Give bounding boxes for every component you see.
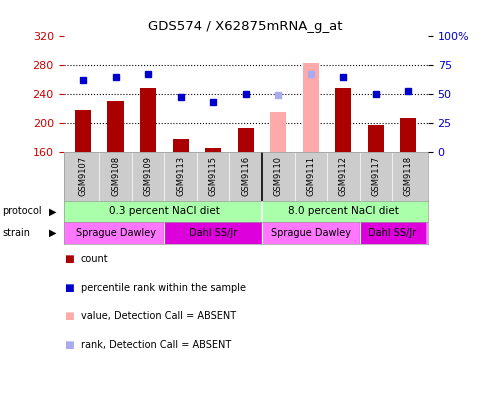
Text: ■: ■ — [63, 283, 73, 293]
Text: value, Detection Call = ABSENT: value, Detection Call = ABSENT — [81, 311, 235, 322]
Bar — [367, 125, 383, 152]
Bar — [334, 88, 351, 152]
Text: GSM9108: GSM9108 — [111, 156, 120, 196]
Text: GSM9112: GSM9112 — [338, 156, 347, 196]
Text: ■: ■ — [63, 340, 73, 350]
Bar — [399, 118, 416, 152]
Text: GSM9107: GSM9107 — [79, 156, 87, 196]
Text: ▶: ▶ — [49, 206, 57, 217]
Bar — [75, 110, 91, 152]
Title: GDS574 / X62875mRNA_g_at: GDS574 / X62875mRNA_g_at — [148, 20, 342, 33]
Bar — [204, 148, 221, 152]
Text: strain: strain — [2, 228, 30, 238]
Text: ■: ■ — [63, 254, 73, 265]
Text: Dahl SS/Jr: Dahl SS/Jr — [189, 228, 237, 238]
Text: ■: ■ — [63, 311, 73, 322]
Bar — [140, 88, 156, 152]
Text: GSM9111: GSM9111 — [305, 156, 315, 196]
Bar — [359, 222, 424, 244]
Bar — [172, 139, 188, 152]
Bar — [302, 63, 318, 152]
Text: protocol: protocol — [2, 206, 42, 217]
Text: 8.0 percent NaCl diet: 8.0 percent NaCl diet — [287, 206, 398, 217]
Bar — [237, 128, 253, 152]
Text: GSM9117: GSM9117 — [370, 156, 380, 196]
Text: Dahl SS/Jr: Dahl SS/Jr — [367, 228, 415, 238]
Text: percentile rank within the sample: percentile rank within the sample — [81, 283, 245, 293]
Text: ▶: ▶ — [49, 228, 57, 238]
Text: GSM9115: GSM9115 — [208, 156, 217, 196]
Bar — [67, 222, 164, 244]
Text: 0.3 percent NaCl diet: 0.3 percent NaCl diet — [109, 206, 220, 217]
Text: Sprague Dawley: Sprague Dawley — [270, 228, 350, 238]
Text: count: count — [81, 254, 108, 265]
Text: GSM9113: GSM9113 — [176, 156, 185, 196]
Text: rank, Detection Call = ABSENT: rank, Detection Call = ABSENT — [81, 340, 230, 350]
Text: Sprague Dawley: Sprague Dawley — [76, 228, 155, 238]
Bar — [164, 222, 262, 244]
Bar — [269, 112, 286, 152]
Text: GSM9109: GSM9109 — [143, 156, 152, 196]
Text: GSM9110: GSM9110 — [273, 156, 282, 196]
Bar — [107, 101, 123, 152]
Bar — [262, 222, 359, 244]
Text: GSM9116: GSM9116 — [241, 156, 250, 196]
Text: GSM9118: GSM9118 — [403, 156, 412, 196]
